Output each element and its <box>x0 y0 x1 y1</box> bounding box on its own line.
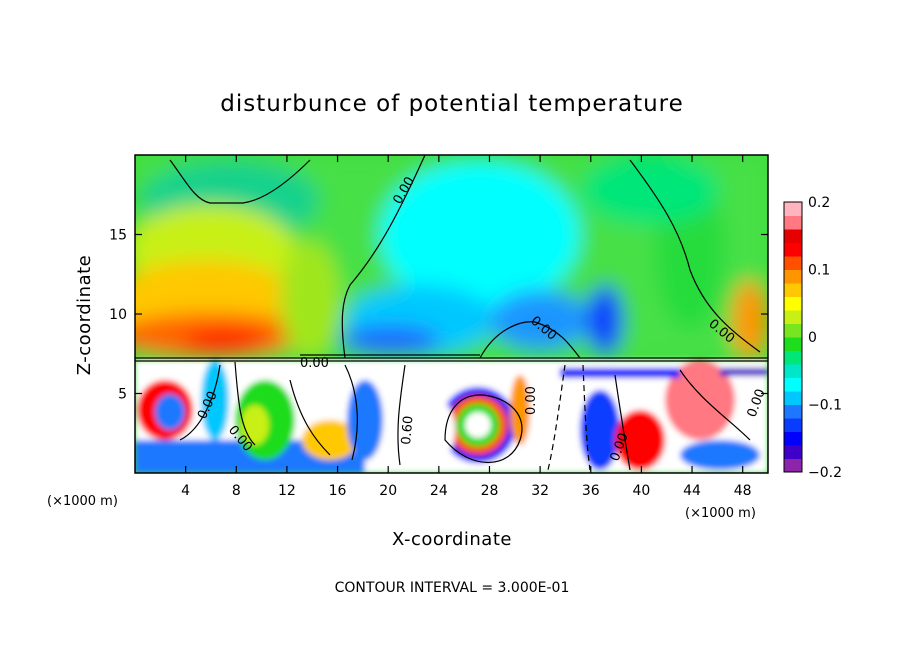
colorbar-swatch <box>784 215 802 230</box>
colorbar-tick-label: −0.1 <box>808 398 842 414</box>
contour-lines <box>135 155 768 471</box>
x-axis: 4 8 12 16 20 24 28 32 36 40 44 48 <box>181 155 752 499</box>
heatmap-field <box>135 155 768 473</box>
colorbar-swatch <box>784 337 802 351</box>
x-tick-label: 8 <box>232 483 241 499</box>
colorbar-swatch <box>784 296 802 311</box>
x-tick-label: 36 <box>582 483 600 499</box>
x-unit-label-left: (×1000 m) <box>47 494 118 509</box>
colorbar-swatch <box>784 229 802 243</box>
y-axis: 5 10 15 <box>109 228 768 403</box>
chart-title: disturbunce of potential temperature <box>220 91 684 117</box>
contour-label: 0.60 <box>399 415 416 445</box>
x-tick-label: 48 <box>734 483 752 499</box>
colorbar-swatch <box>784 458 802 473</box>
colorbar-tick-label: 0.1 <box>808 263 830 279</box>
x-tick-label: 12 <box>278 483 296 499</box>
x-tick-label: 16 <box>329 483 347 499</box>
colorbar-swatch <box>784 404 802 419</box>
colorbar: 0.2 0.1 0 −0.1 −0.2 <box>784 195 842 481</box>
x-tick-label: 24 <box>430 483 448 499</box>
contour-label: 0.00 <box>300 356 329 371</box>
x-tick-label: 28 <box>481 483 499 499</box>
colorbar-swatch <box>784 364 802 378</box>
colorbar-tick-label: −0.2 <box>808 465 842 481</box>
upper-layer <box>135 155 768 360</box>
y-axis-label: Z-coordinate <box>74 255 95 376</box>
colorbar-swatch <box>784 431 802 446</box>
y-tick-label: 5 <box>118 387 127 403</box>
y-tick-label: 15 <box>109 228 127 244</box>
contour-interval-text: CONTOUR INTERVAL = 3.000E-01 <box>335 580 570 596</box>
x-tick-label: 44 <box>683 483 701 499</box>
colorbar-swatch <box>784 323 802 338</box>
colorbar-swatch <box>784 202 802 216</box>
lower-layer <box>135 360 768 473</box>
colorbar-tick-label: 0 <box>808 330 817 346</box>
x-tick-label: 20 <box>379 483 397 499</box>
colorbar-swatch <box>784 445 802 459</box>
colorbar-swatch <box>784 283 802 297</box>
colorbar-swatch <box>784 310 802 324</box>
contour-label: 0.00 <box>524 386 539 415</box>
x-axis-label: X-coordinate <box>392 529 512 550</box>
colorbar-swatch <box>784 269 802 284</box>
x-tick-label: 40 <box>632 483 650 499</box>
colorbar-swatch <box>784 256 802 270</box>
x-unit-label-right: (×1000 m) <box>685 506 756 521</box>
colorbar-swatch <box>784 242 802 257</box>
colorbar-swatch <box>784 377 802 392</box>
colorbar-swatch <box>784 391 802 405</box>
colorbar-frame <box>783 201 803 473</box>
x-tick-label: 32 <box>531 483 549 499</box>
colorbar-tick-label: 0.2 <box>808 195 830 211</box>
x-tick-label: 4 <box>181 483 190 499</box>
colorbar-swatch <box>784 418 802 432</box>
colorbar-swatch <box>784 350 802 365</box>
y-tick-label: 10 <box>109 307 127 323</box>
